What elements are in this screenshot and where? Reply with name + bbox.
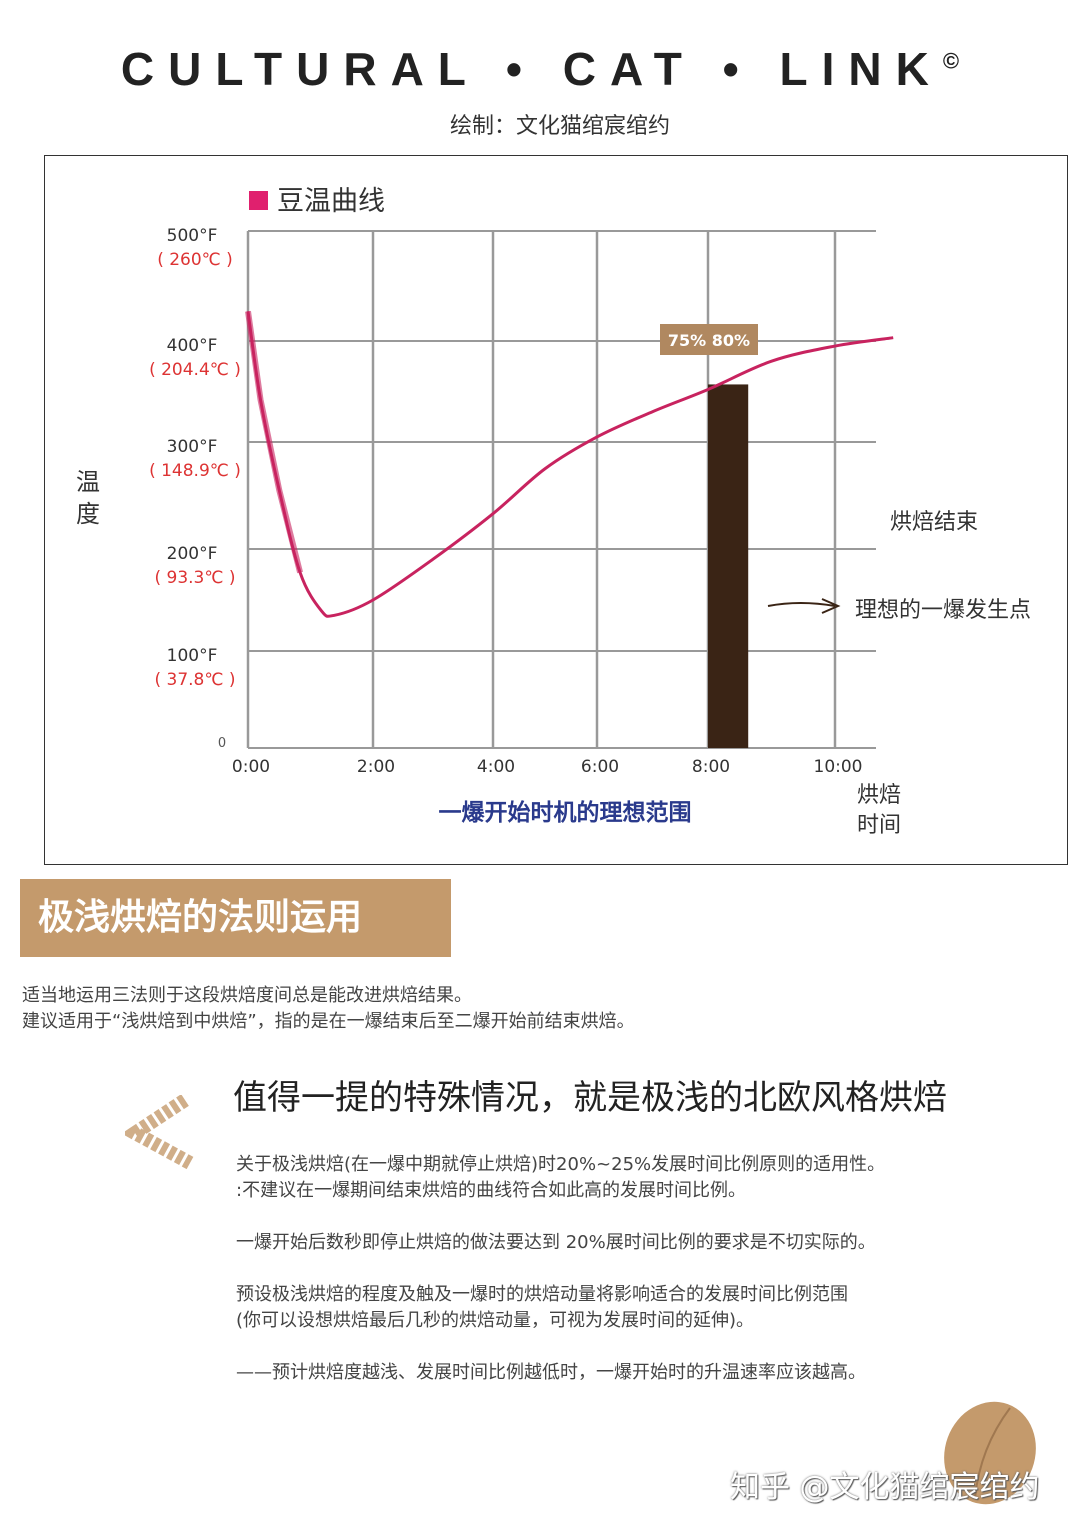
brand-title: CULTURAL • CAT • LINK© [120, 43, 960, 95]
annotation-roast-end: 烘焙结束 [890, 510, 978, 535]
y-tick-label: 500°F [167, 226, 218, 246]
paragraph: 预设极浅烘焙的程度及触及一爆时的烘焙动量将影响适合的发展时间比例范围 (你可以设想… [236, 1284, 848, 1331]
special-title: 值得一提的特殊情况，就是极浅的北欧风格烘焙 [233, 1078, 947, 1118]
y-tick-celsius: ( 93.3℃ ) [154, 568, 235, 588]
x-tick-label: 0:00 [232, 757, 270, 777]
section-line: 适当地运用三法则于这段烘焙度间总是能改进烘焙结果。 [22, 985, 472, 1006]
x-tick-label: 6:00 [581, 757, 619, 777]
coffee-bean-icon [944, 1401, 1036, 1505]
y-tick-celsius: ( 204.4℃ ) [149, 360, 241, 380]
x-axis-label: 烘焙时间 [856, 783, 901, 838]
section-line: 建议适用于“浅烘焙到中烘焙”，指的是在一爆结束后至二爆开始前结束烘焙。 [22, 1011, 635, 1032]
y-tick-label: 300°F [167, 437, 218, 457]
annotation-ideal-point: 理想的一爆发生点 [855, 598, 1031, 623]
y-tick-label: 0 [218, 736, 226, 751]
brush-arrow-icon [125, 1095, 194, 1170]
x-tick-label: 4:00 [477, 757, 515, 777]
y-tick-celsius: ( 260℃ ) [157, 250, 233, 270]
bar-label: 75% 80% [668, 331, 750, 350]
section-title: 极浅烘焙的法则运用 [20, 879, 451, 957]
x-tick-label: 10:00 [814, 757, 863, 777]
y-tick-celsius: ( 148.9℃ ) [149, 461, 241, 481]
paragraph: 一爆开始后数秒即停止烘焙的做法要达到 20%展时间比例的要求是不切实际的。 [236, 1232, 876, 1253]
chart-frame [44, 155, 1068, 865]
y-tick-label: 100°F [167, 646, 218, 666]
legend-swatch [249, 191, 268, 210]
y-tick-celsius: ( 37.8℃ ) [154, 670, 235, 690]
annotation-range: 一爆开始时机的理想范围 [439, 799, 692, 826]
paragraph: ——预计烘焙度越浅、发展时间比例越低时，一爆开始时的升温速率应该越高。 [236, 1362, 866, 1383]
bar-label-box [660, 324, 758, 355]
y-axis-label: 度 [76, 500, 100, 528]
legend-label: 豆温曲线 [277, 186, 385, 217]
y-tick-label: 200°F [167, 544, 218, 564]
first-crack-bar [708, 384, 749, 748]
bean-temp-curve [246, 311, 894, 618]
bean-temp-curve-thick [245, 310, 303, 574]
arrow-icon [767, 598, 841, 614]
x-tick-label: 8:00 [692, 757, 730, 777]
x-tick-label: 2:00 [357, 757, 395, 777]
paragraph: 关于极浅烘焙(在一爆中期就停止烘焙)时20%~25%发展时间比例原则的适用性。:… [236, 1154, 886, 1201]
y-tick-label: 400°F [167, 336, 218, 356]
y-axis-label: 温 [76, 468, 100, 496]
watermark: 知乎 @文化猫绾宸绾约 [730, 1470, 1040, 1505]
chart: 0 100°F ( 37.8℃ ) 200°F ( 93.3℃ ) 300°F ( 148.… [76, 186, 1031, 826]
credit: 绘制：文化猫绾宸绾约 [449, 114, 670, 139]
